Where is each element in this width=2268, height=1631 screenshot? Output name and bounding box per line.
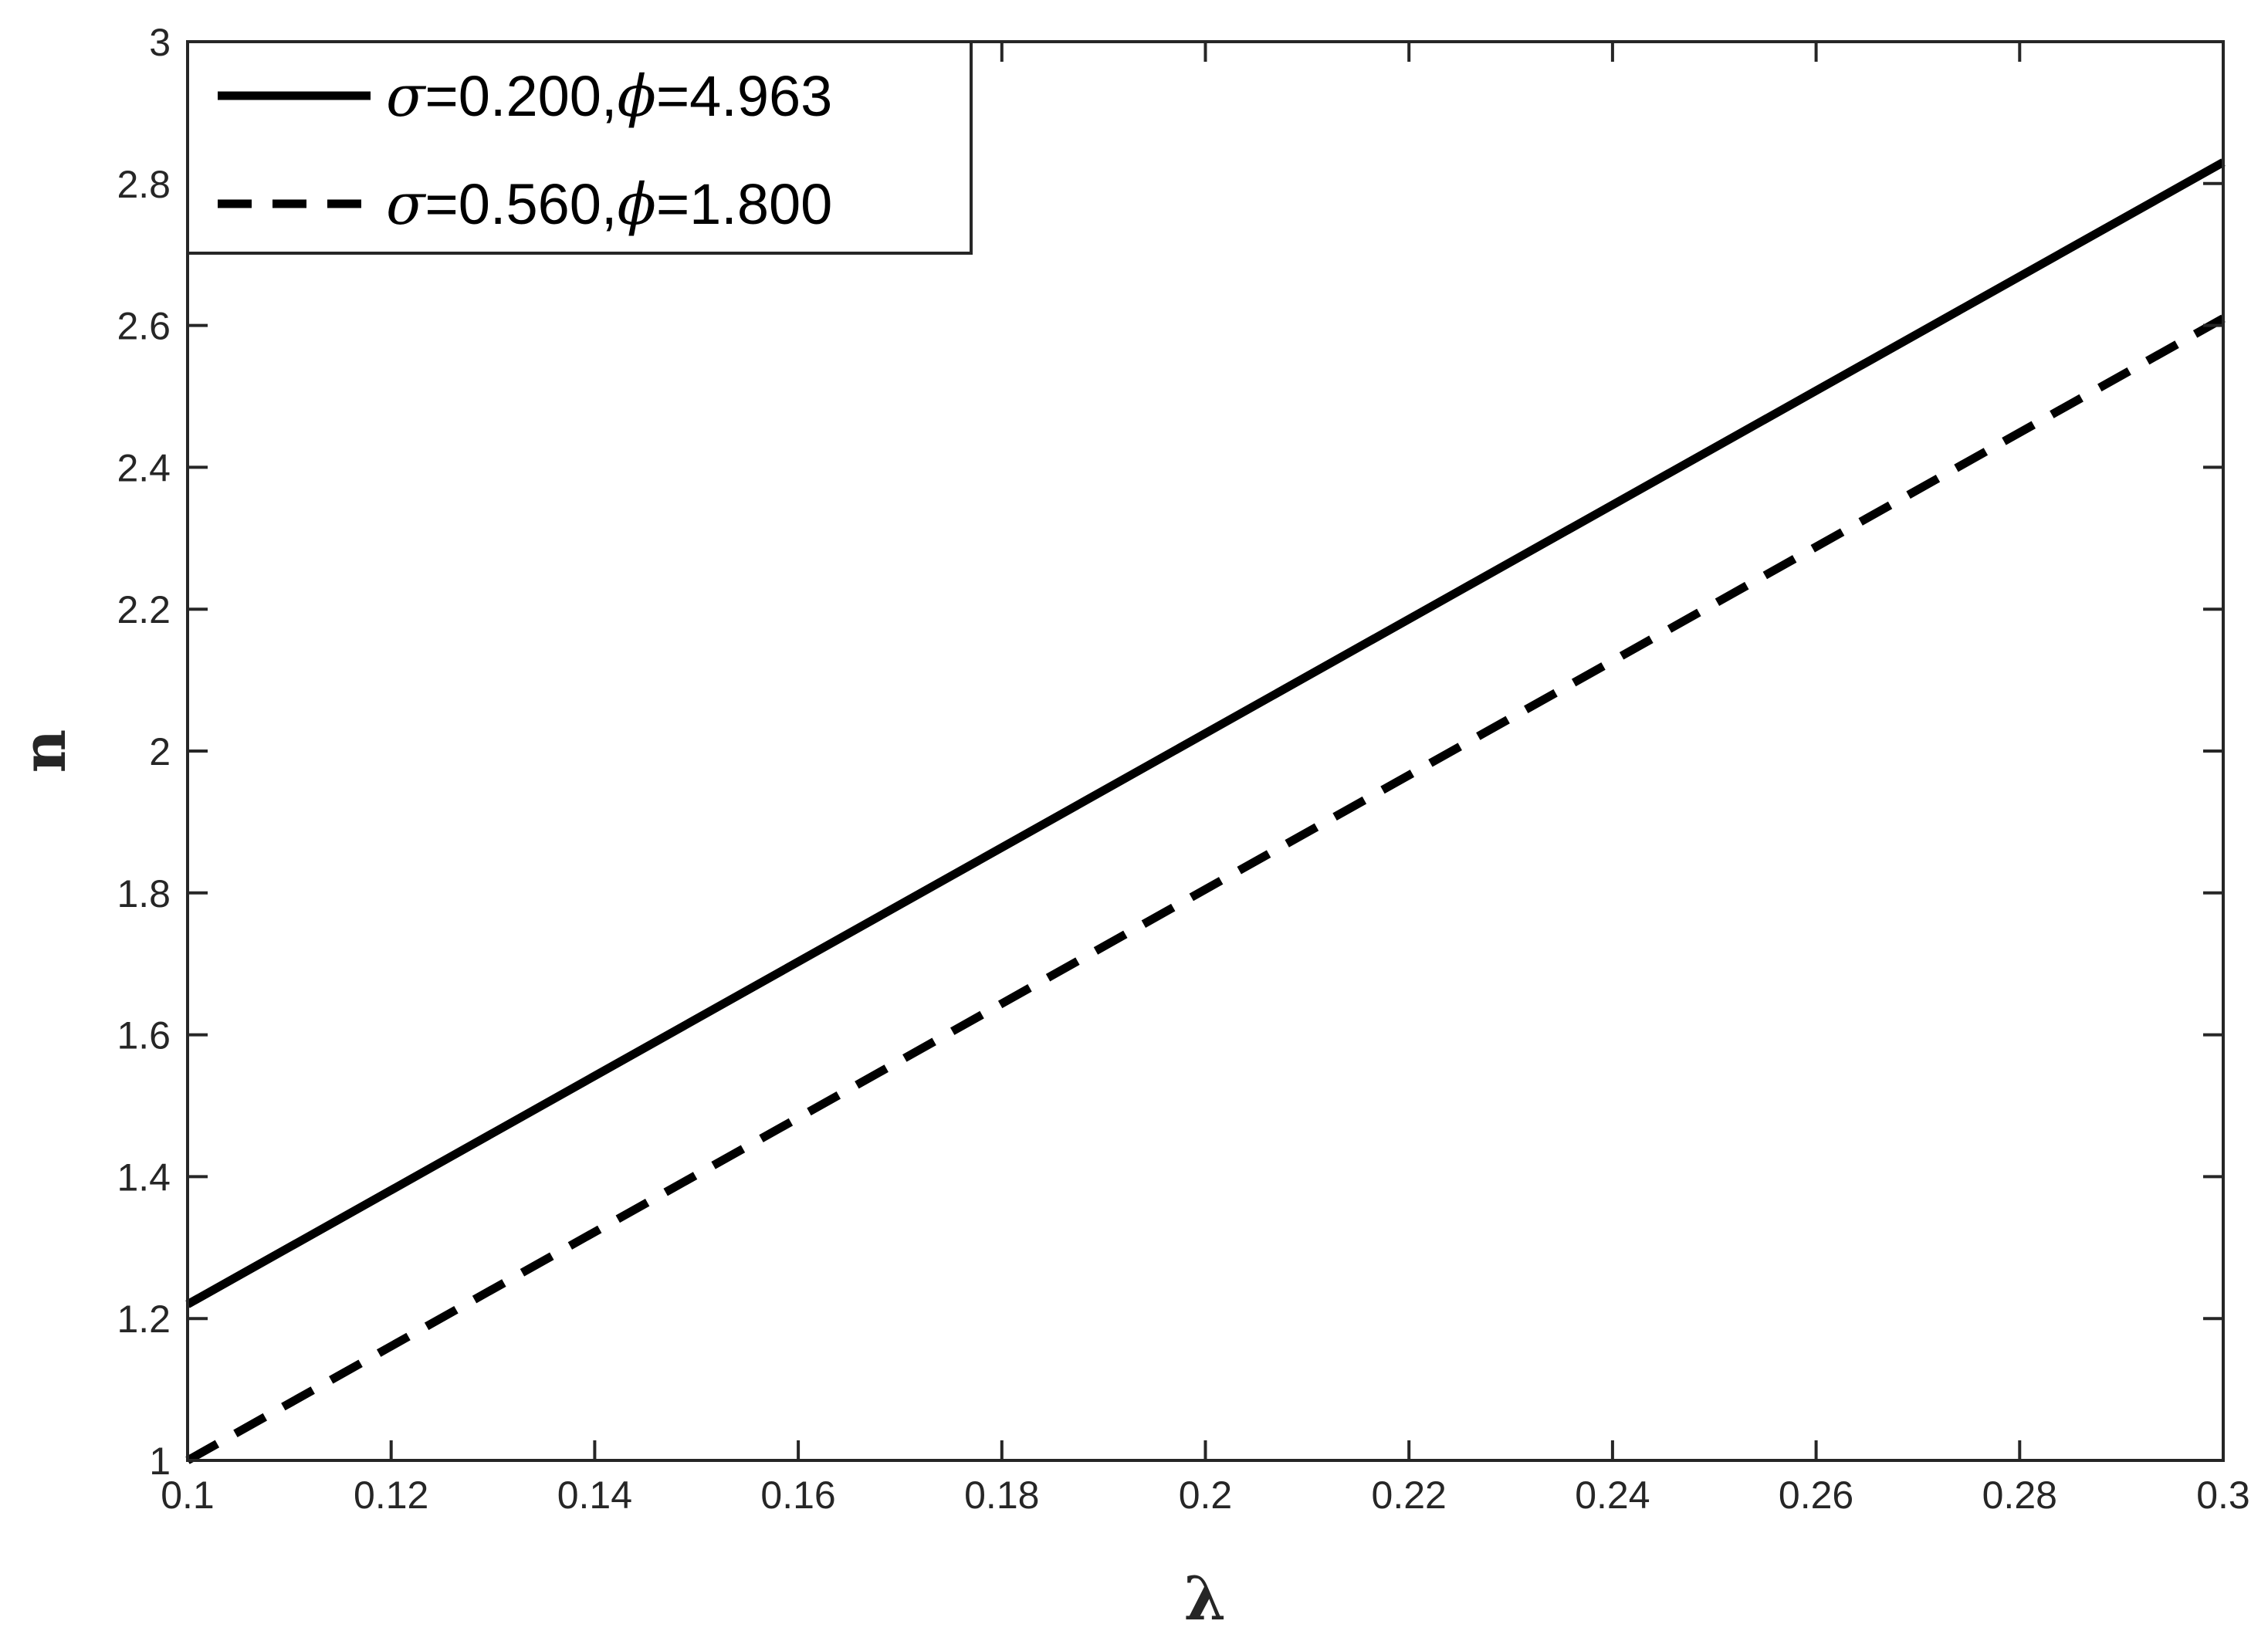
x-tick-label: 0.3: [2196, 1474, 2250, 1517]
y-tick-label: 2.4: [117, 446, 171, 489]
y-tick-label: 2.8: [117, 163, 171, 206]
legend-label-part: =4.963: [656, 64, 832, 128]
y-tick-label: 1.6: [117, 1014, 171, 1057]
y-tick-label: 1.4: [117, 1156, 171, 1199]
x-axis-tick-labels: 0.1 0.12 0.14 0.16 0.18 0.2 0.22 0.24 0.26 0.28 0.…: [161, 1474, 2250, 1517]
legend-label-part: σ: [386, 171, 427, 238]
x-tick-label: 0.12: [354, 1474, 428, 1517]
legend-label-part: σ: [386, 63, 427, 130]
y-tick-label: 1.8: [117, 872, 171, 915]
y-tick-label: 2.6: [117, 305, 171, 348]
x-tick-label: 0.24: [1575, 1474, 1650, 1517]
x-tick-label: 0.1: [161, 1474, 215, 1517]
x-tick-label: 0.2: [1179, 1474, 1233, 1517]
x-tick-label: 0.18: [964, 1474, 1039, 1517]
legend-label-part: =0.200,: [425, 64, 618, 128]
x-tick-label: 0.14: [557, 1474, 632, 1517]
series-line-2: [185, 314, 2226, 1464]
legend-label-part: ϕ: [617, 171, 655, 238]
plot-lines: [185, 158, 2226, 1464]
y-tick-label: 1: [149, 1440, 171, 1483]
x-tick-label: 0.22: [1372, 1474, 1447, 1517]
x-tick-label: 0.28: [1982, 1474, 2057, 1517]
legend-label-part: ϕ: [617, 63, 655, 130]
series-line-1: [185, 158, 2226, 1308]
y-tick-label: 1.2: [117, 1298, 171, 1341]
y-tick-label: 3: [149, 21, 171, 64]
legend-label-1: σ=0.200,ϕ=4.963: [386, 63, 832, 130]
legend-label-part: =0.560,: [425, 172, 618, 236]
y-axis-label: n: [9, 729, 80, 773]
legend-box: [186, 40, 973, 255]
x-tick-label: 0.16: [760, 1474, 835, 1517]
x-axis-label: λ: [1184, 1564, 1227, 1631]
legend-label-part: =1.800: [656, 172, 832, 236]
y-tick-label: 2.2: [117, 588, 171, 631]
x-tick-label: 0.26: [1779, 1474, 1853, 1517]
y-axis-tick-labels: 1 1.2 1.4 1.6 1.8 2 2.2 2.4 2.6 2.8 3: [117, 21, 171, 1483]
y-tick-label: 2: [149, 730, 171, 773]
legend-label-2: σ=0.560,ϕ=1.800: [386, 171, 832, 238]
